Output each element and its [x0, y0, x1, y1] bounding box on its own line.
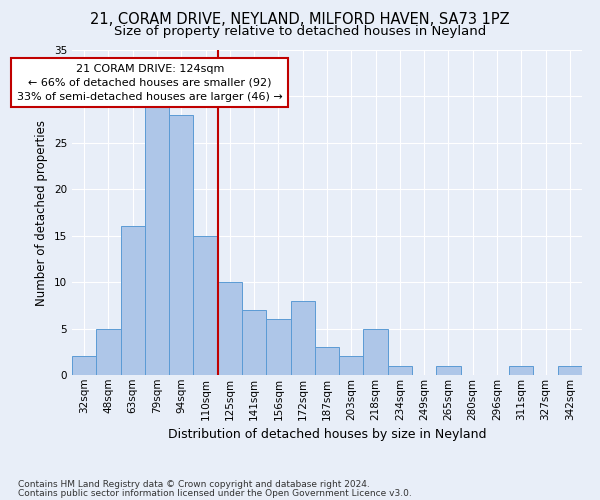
Bar — [169, 115, 193, 375]
Bar — [121, 226, 145, 375]
Bar — [96, 328, 121, 375]
Bar — [339, 356, 364, 375]
Bar — [218, 282, 242, 375]
Bar — [558, 366, 582, 375]
Bar — [388, 366, 412, 375]
Text: Contains public sector information licensed under the Open Government Licence v3: Contains public sector information licen… — [18, 489, 412, 498]
Bar — [266, 320, 290, 375]
Bar — [193, 236, 218, 375]
Bar — [509, 366, 533, 375]
Bar — [242, 310, 266, 375]
X-axis label: Distribution of detached houses by size in Neyland: Distribution of detached houses by size … — [168, 428, 486, 441]
Bar — [315, 347, 339, 375]
Text: 21, CORAM DRIVE, NEYLAND, MILFORD HAVEN, SA73 1PZ: 21, CORAM DRIVE, NEYLAND, MILFORD HAVEN,… — [90, 12, 510, 28]
Text: Size of property relative to detached houses in Neyland: Size of property relative to detached ho… — [114, 25, 486, 38]
Bar — [436, 366, 461, 375]
Bar — [145, 106, 169, 375]
Y-axis label: Number of detached properties: Number of detached properties — [35, 120, 49, 306]
Bar — [72, 356, 96, 375]
Bar — [364, 328, 388, 375]
Text: Contains HM Land Registry data © Crown copyright and database right 2024.: Contains HM Land Registry data © Crown c… — [18, 480, 370, 489]
Text: 21 CORAM DRIVE: 124sqm
← 66% of detached houses are smaller (92)
33% of semi-det: 21 CORAM DRIVE: 124sqm ← 66% of detached… — [17, 64, 283, 102]
Bar — [290, 300, 315, 375]
